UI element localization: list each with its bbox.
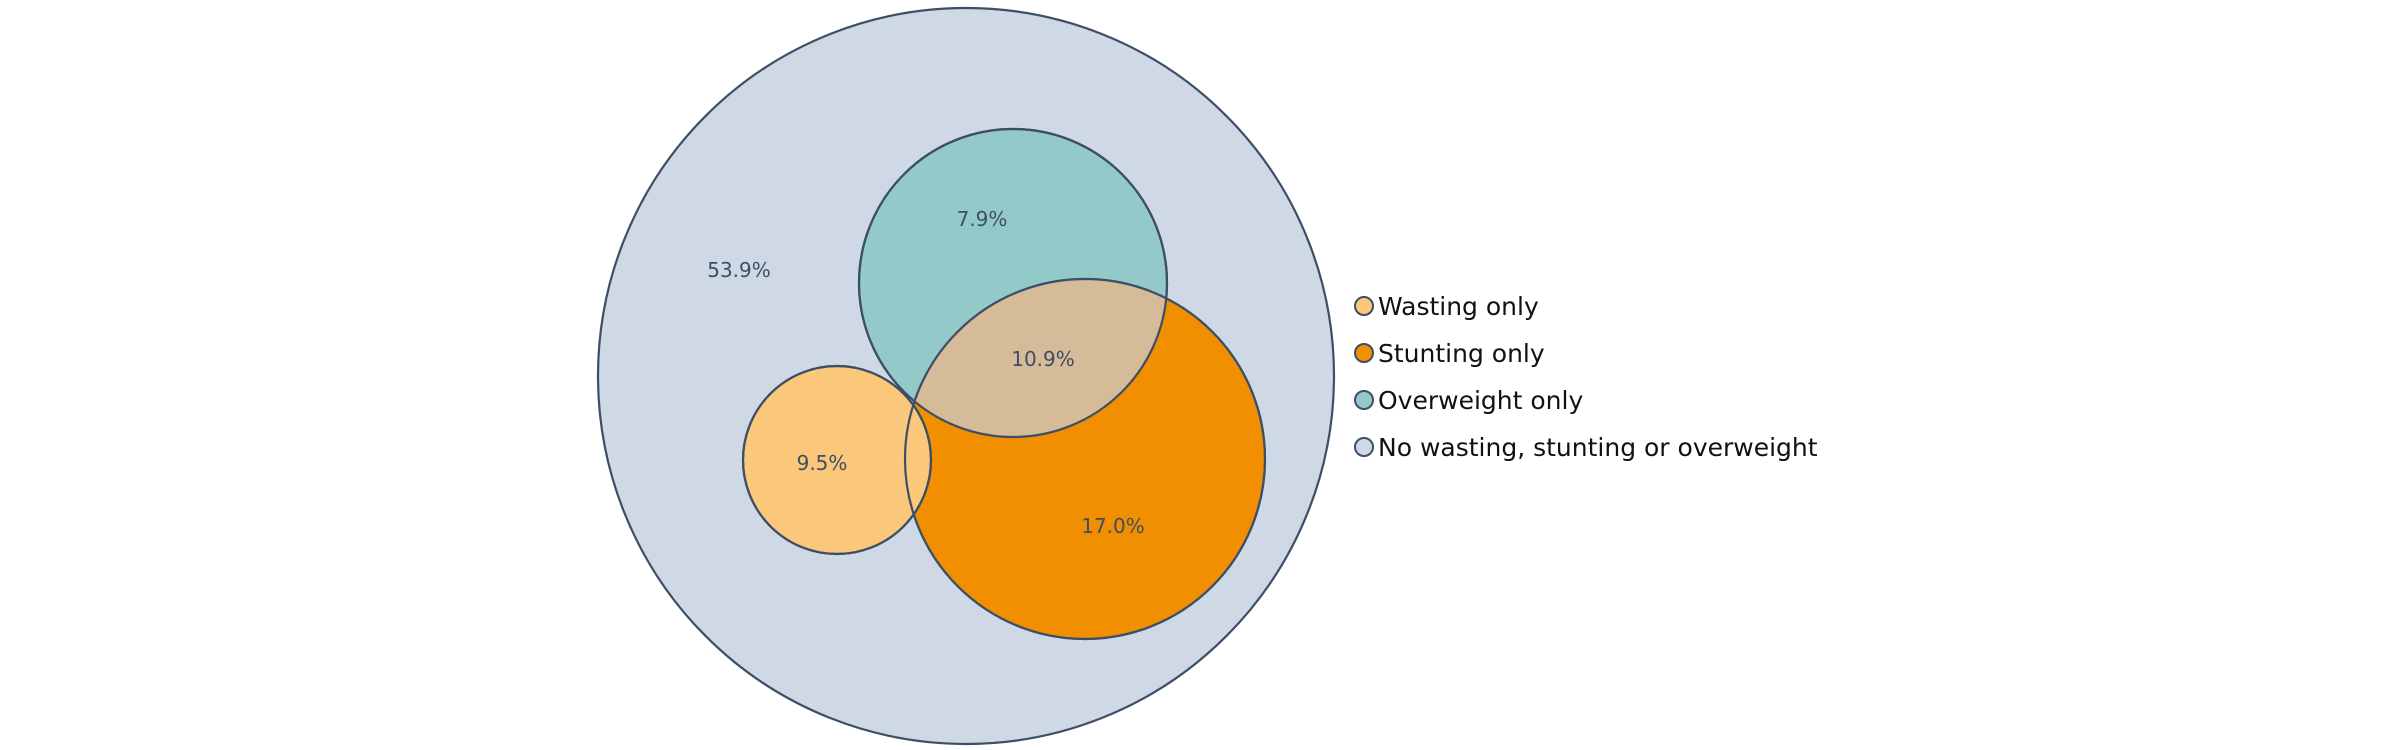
stunting-value-label: 17.0% bbox=[1081, 514, 1145, 538]
legend-swatch-wasting bbox=[1354, 296, 1374, 316]
legend: Wasting only Stunting only Overweight on… bbox=[1354, 292, 1818, 462]
legend-item: Stunting only bbox=[1354, 339, 1545, 368]
none-value-label: 53.9% bbox=[707, 258, 771, 282]
legend-label-wasting: Wasting only bbox=[1378, 292, 1539, 321]
legend-swatch-stunting bbox=[1354, 343, 1374, 363]
legend-swatch-overweight bbox=[1354, 390, 1374, 410]
wasting-value-label: 9.5% bbox=[797, 451, 848, 475]
legend-item: Overweight only bbox=[1354, 386, 1583, 415]
legend-item: No wasting, stunting or overweight bbox=[1354, 433, 1818, 462]
legend-item: Wasting only bbox=[1354, 292, 1539, 321]
legend-label-none: No wasting, stunting or overweight bbox=[1378, 433, 1818, 462]
legend-label-stunting: Stunting only bbox=[1378, 339, 1545, 368]
overweight-outline bbox=[857, 127, 1169, 439]
overlap-region bbox=[905, 279, 1167, 437]
overlap-value-label: 10.9% bbox=[1011, 347, 1075, 371]
legend-label-overweight: Overweight only bbox=[1378, 386, 1583, 415]
wasting-outline bbox=[741, 364, 933, 556]
stunting-outline bbox=[903, 277, 1267, 641]
legend-swatch-none bbox=[1354, 437, 1374, 457]
overweight-value-label: 7.9% bbox=[957, 207, 1008, 231]
